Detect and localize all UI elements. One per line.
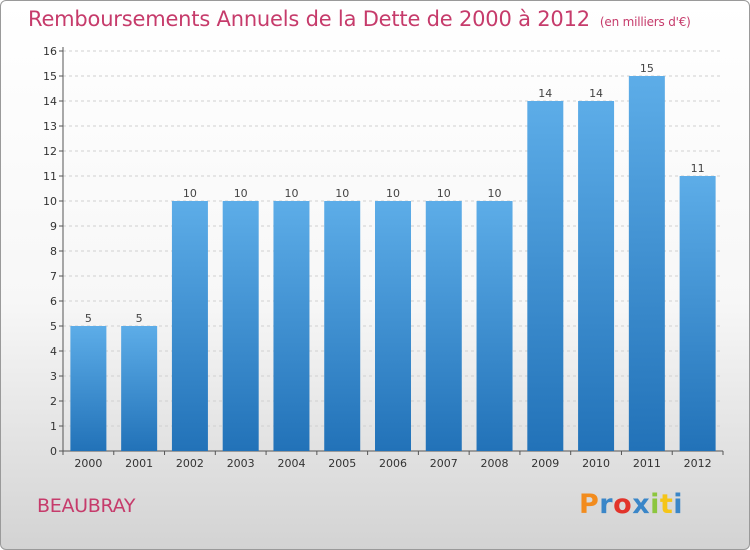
data-label: 10 [386,187,400,200]
y-tick-label: 16 [43,45,57,58]
logo-letter: i [650,489,660,520]
bar [425,201,462,451]
bar [171,201,208,451]
place-name: BEAUBRAY [37,495,136,517]
bars [70,76,716,451]
bar [578,101,615,451]
logo-letter: P [579,489,600,520]
chart-title: Remboursements Annuels de la Dette de 20… [28,7,691,31]
x-tick-label: 2003 [227,457,255,470]
data-label: 10 [234,187,248,200]
y-tick-label: 1 [50,420,57,433]
data-label: 10 [335,187,349,200]
y-tick-label: 13 [43,120,57,133]
y-tick-label: 10 [43,195,57,208]
data-label: 5 [136,312,143,325]
y-tick-label: 11 [43,170,57,183]
bar [70,326,107,451]
logo-letter: t [659,489,674,520]
x-tick-label: 2002 [176,457,204,470]
bar [324,201,361,451]
y-tick-label: 6 [50,295,57,308]
x-tick-label: 2010 [582,457,610,470]
data-label: 10 [488,187,502,200]
y-tick-label: 7 [50,270,57,283]
bar [375,201,411,451]
x-tick-label: 2000 [74,457,102,470]
data-label: 5 [85,312,92,325]
y-tick-label: 8 [50,245,57,258]
y-tick-label: 14 [43,95,57,108]
x-tick-label: 2007 [430,457,458,470]
bar [476,201,513,451]
x-tick-label: 2008 [481,457,509,470]
y-tick-label: 3 [50,370,57,383]
data-label: 10 [183,187,197,200]
bar [121,326,158,451]
data-label: 11 [691,162,705,175]
data-label: 15 [640,62,654,75]
logo-letter: i [673,489,684,520]
chart-unit: (en milliers d'€) [599,15,691,29]
bar [679,176,716,451]
bar [628,76,665,451]
x-tick-label: 2012 [684,457,712,470]
y-tick-label: 9 [50,220,57,233]
x-tick-label: 2001 [125,457,153,470]
logo-letter: x [632,489,651,520]
x-tick-label: 2009 [531,457,559,470]
chart-title-text: Remboursements Annuels de la Dette de 20… [28,7,590,31]
y-tick-label: 0 [50,445,57,458]
bar [273,201,310,451]
data-label: 14 [538,87,552,100]
data-label: 14 [589,87,603,100]
y-tick-label: 12 [43,145,57,158]
logo-letter: o [613,489,633,520]
y-tick-label: 4 [50,345,57,358]
data-labels: 5 5 10 10 10 10 10 10 10 14 14 15 11 [85,62,705,325]
data-label: 10 [437,187,451,200]
proxiti-logo: Proxiti [579,489,683,520]
x-tick-label: 2005 [328,457,356,470]
logo-letter: r [599,489,614,520]
x-tick-label: 2011 [633,457,661,470]
y-tick-label: 2 [50,395,57,408]
x-tick-label: 2004 [277,457,305,470]
bar [222,201,259,451]
x-tick-label: 2006 [379,457,407,470]
y-tick-label: 5 [50,320,57,333]
bar [527,101,564,451]
data-label: 10 [284,187,298,200]
y-tick-label: 15 [43,70,57,83]
